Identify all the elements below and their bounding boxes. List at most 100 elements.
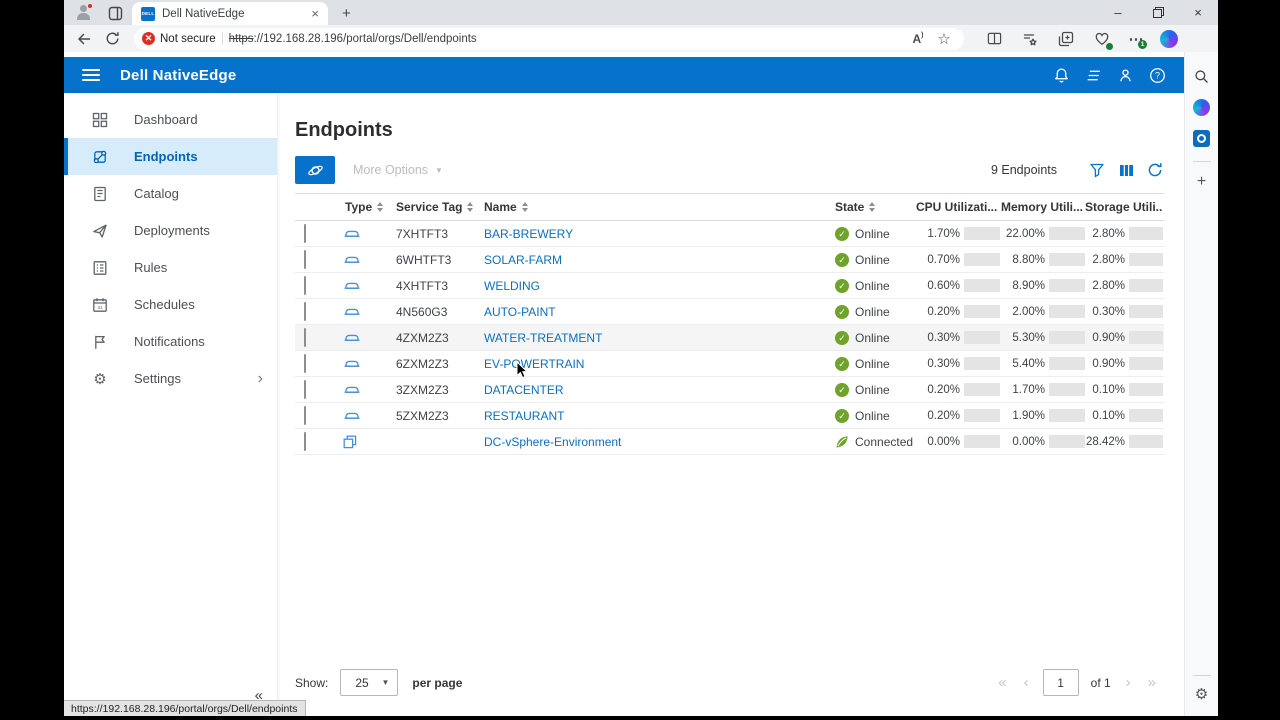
row-checkbox[interactable] (304, 327, 306, 347)
pagination-bar: Show: 25 ▼ per page « ‹ 1 of 1 › (295, 669, 1164, 696)
page-number-input[interactable]: 1 (1042, 669, 1079, 696)
collections-icon[interactable] (1054, 27, 1078, 51)
endpoint-name-link[interactable]: EV-POWERTRAIN (484, 356, 585, 371)
column-header-state[interactable]: State (829, 200, 916, 214)
row-type-cell (335, 253, 385, 266)
copilot-icon[interactable] (1160, 29, 1178, 48)
sort-icon[interactable] (869, 202, 876, 212)
site-security-chip[interactable]: ✕ Not secure (142, 32, 216, 45)
sidebar-item-deployments[interactable]: Deployments (64, 212, 277, 249)
sidebar-item-notifications[interactable]: Notifications (64, 323, 277, 360)
sort-icon[interactable] (467, 202, 473, 212)
favorite-star-icon[interactable]: ☆ (937, 30, 951, 48)
workspaces-icon[interactable] (104, 2, 126, 24)
last-page-icon[interactable]: » (1147, 674, 1156, 691)
not-secure-label: Not secure (160, 32, 216, 45)
cpu-bar (964, 227, 1000, 240)
row-checkbox[interactable] (304, 405, 306, 425)
sidebar-outlook-icon[interactable] (1190, 126, 1214, 150)
refresh-icon[interactable] (100, 27, 124, 51)
sidebar-item-dashboard[interactable]: Dashboard (64, 101, 277, 138)
table-row[interactable]: DC-vSphere-Environment Connected 0.00% 0… (295, 429, 1164, 455)
sort-icon[interactable] (377, 202, 384, 212)
table-row[interactable]: 5ZXM2Z3 RESTAURANT ✓ Online 0.20% 1.90% … (295, 403, 1164, 429)
table-row[interactable]: 6ZXM2Z3 EV-POWERTRAIN ✓ Online 0.30% 5.4… (295, 351, 1164, 377)
previous-page-icon[interactable]: ‹ (1023, 674, 1029, 691)
table-row[interactable]: 3ZXM2Z3 DATACENTER ✓ Online 0.20% 1.70% … (295, 377, 1164, 403)
new-tab-button[interactable]: + (342, 5, 351, 22)
help-icon[interactable]: ? (1148, 66, 1166, 84)
storage-bar (1129, 357, 1163, 370)
table-row[interactable]: 7XHTFT3 BAR-BREWERY ✓ Online 1.70% 22.00… (295, 221, 1164, 247)
sidebar-item-rules[interactable]: Rules (64, 249, 277, 286)
endpoint-name-link[interactable]: AUTO-PAINT (484, 304, 556, 319)
column-header-cpu[interactable]: CPU Utilizati... (916, 200, 998, 214)
onboard-endpoint-button[interactable] (295, 156, 335, 184)
read-aloud-icon[interactable]: A) (912, 31, 924, 46)
settings-more-icon[interactable]: ⋯ 1 (1124, 27, 1148, 51)
row-checkbox[interactable] (304, 301, 306, 321)
sidebar-add-icon[interactable]: + (1196, 173, 1207, 190)
first-page-icon[interactable]: « (998, 674, 1006, 691)
row-checkbox[interactable] (304, 353, 306, 373)
web-page: Dell NativeEdge ? (64, 52, 1184, 716)
browser-tab[interactable]: DELL Dell NativeEdge × (132, 2, 328, 25)
tab-close-icon[interactable]: × (311, 6, 319, 21)
notifications-bell-icon[interactable] (1052, 66, 1070, 84)
sidebar-copilot-icon[interactable] (1190, 95, 1214, 119)
browser-essentials-icon[interactable] (1090, 27, 1114, 51)
row-checkbox[interactable] (304, 431, 306, 451)
endpoint-name-link[interactable]: BAR-BREWERY (484, 226, 574, 241)
row-checkbox[interactable] (304, 379, 306, 399)
sidebar-item-endpoints[interactable]: Endpoints (64, 138, 277, 175)
url-text[interactable]: https://192.168.28.196/portal/orgs/Dell/… (229, 33, 900, 45)
page-size-select[interactable]: 25 ▼ (340, 669, 399, 696)
endpoint-name-link[interactable]: WELDING (484, 278, 541, 293)
endpoint-name-link[interactable]: DATACENTER (484, 382, 564, 397)
sidebar-item-schedules[interactable]: 31 Schedules (64, 286, 277, 323)
endpoint-name-link[interactable]: SOLAR-FARM (484, 252, 563, 267)
split-screen-icon[interactable] (982, 27, 1006, 51)
browser-profile-button[interactable] (72, 2, 96, 24)
table-row[interactable]: 4ZXM2Z3 WATER-TREATMENT ✓ Online 0.30% 5… (295, 325, 1164, 351)
column-header-service-tag[interactable]: Service Tag (385, 200, 473, 214)
window-close-button[interactable]: × (1194, 5, 1202, 20)
back-icon[interactable] (72, 27, 96, 51)
endpoint-name-link[interactable]: WATER-TREATMENT (484, 330, 603, 345)
window-restore-button[interactable] (1138, 0, 1178, 25)
sidebar-collapse-icon[interactable]: « (254, 687, 263, 704)
row-checkbox[interactable] (304, 249, 306, 269)
row-checkbox[interactable] (304, 275, 306, 295)
row-checkbox[interactable] (304, 223, 306, 243)
column-header-name[interactable]: Name (473, 200, 829, 214)
sidebar-settings-gear-icon[interactable]: ⚙ (1194, 686, 1209, 703)
state-cell: ✓ Online (829, 356, 916, 371)
hamburger-menu-icon[interactable] (82, 69, 100, 81)
storage-utilization-cell: 2.80% (1085, 279, 1163, 292)
sidebar-search-icon[interactable] (1190, 64, 1214, 88)
favorites-list-icon[interactable] (1018, 27, 1042, 51)
window-minimize-button[interactable]: – (1114, 5, 1122, 20)
endpoint-name-link[interactable]: RESTAURANT (484, 408, 565, 423)
tab-title: Dell NativeEdge (162, 7, 245, 20)
column-header-type[interactable]: Type (335, 200, 385, 214)
user-icon[interactable] (1116, 66, 1134, 84)
column-header-memory[interactable]: Memory Utili... (1001, 200, 1084, 214)
refresh-table-icon[interactable] (1146, 161, 1164, 179)
column-header-storage[interactable]: Storage Utili... (1085, 200, 1163, 214)
columns-icon[interactable] (1117, 161, 1135, 179)
more-options-button[interactable]: More Options ▼ (353, 163, 443, 177)
filter-icon[interactable] (1088, 161, 1106, 179)
sidebar-item-catalog[interactable]: Catalog (64, 175, 277, 212)
table-row[interactable]: 6WHTFT3 SOLAR-FARM ✓ Online 0.70% 8.80% … (295, 247, 1164, 273)
device-icon (343, 305, 361, 318)
table-row[interactable]: 4XHTFT3 WELDING ✓ Online 0.60% 8.90% 2.8… (295, 273, 1164, 299)
sidebar-item-settings[interactable]: ⚙ Settings › (64, 360, 277, 397)
table-row[interactable]: 4N560G3 AUTO-PAINT ✓ Online 0.20% 2.00% … (295, 299, 1164, 325)
page-size-value: 25 (355, 675, 369, 690)
endpoint-name-link[interactable]: DC-vSphere-Environment (484, 434, 622, 449)
stack-icon[interactable] (1084, 66, 1102, 84)
next-page-icon[interactable]: › (1125, 674, 1131, 691)
address-bar[interactable]: ✕ Not secure https://192.168.28.196/port… (134, 27, 964, 50)
sort-icon[interactable] (521, 202, 528, 212)
